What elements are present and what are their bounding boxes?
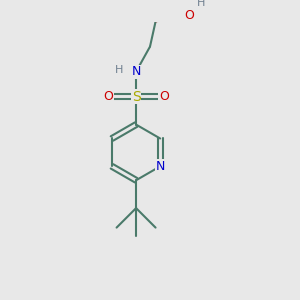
Text: H: H — [115, 65, 124, 75]
Text: N: N — [155, 160, 165, 173]
Polygon shape — [156, 13, 181, 22]
Text: O: O — [159, 90, 169, 103]
Text: O: O — [103, 90, 113, 103]
Text: S: S — [132, 90, 140, 104]
Text: N: N — [131, 65, 141, 78]
Text: H: H — [197, 0, 206, 8]
Text: O: O — [184, 10, 194, 22]
